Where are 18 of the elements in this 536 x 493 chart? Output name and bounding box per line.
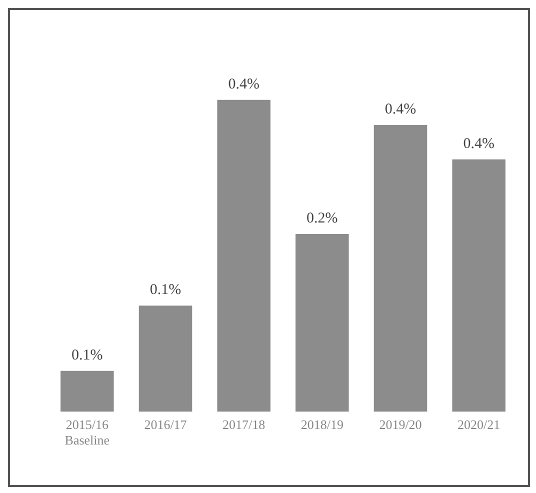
data-label: 0.4% (228, 76, 260, 92)
x-tick-label: 2015/16 Baseline (64, 417, 110, 448)
bar (296, 234, 349, 412)
data-label: 0.4% (463, 136, 494, 152)
data-label: 0.2% (306, 210, 338, 226)
bar (452, 159, 506, 412)
bar (374, 125, 428, 412)
data-label: 0.1% (72, 347, 103, 364)
bar (138, 306, 192, 412)
bar (60, 370, 114, 412)
x-tick-label: 2017/18 (222, 417, 266, 432)
x-tick-label: 2018/19 (300, 417, 344, 432)
data-label: 0.1% (150, 282, 182, 298)
x-tick-label: 2019/20 (379, 417, 422, 432)
data-label: 0.4% (384, 101, 416, 118)
bar (217, 100, 270, 412)
x-tick-label: 2016/17 (144, 417, 188, 432)
x-tick-label: 2020/21 (458, 417, 500, 432)
